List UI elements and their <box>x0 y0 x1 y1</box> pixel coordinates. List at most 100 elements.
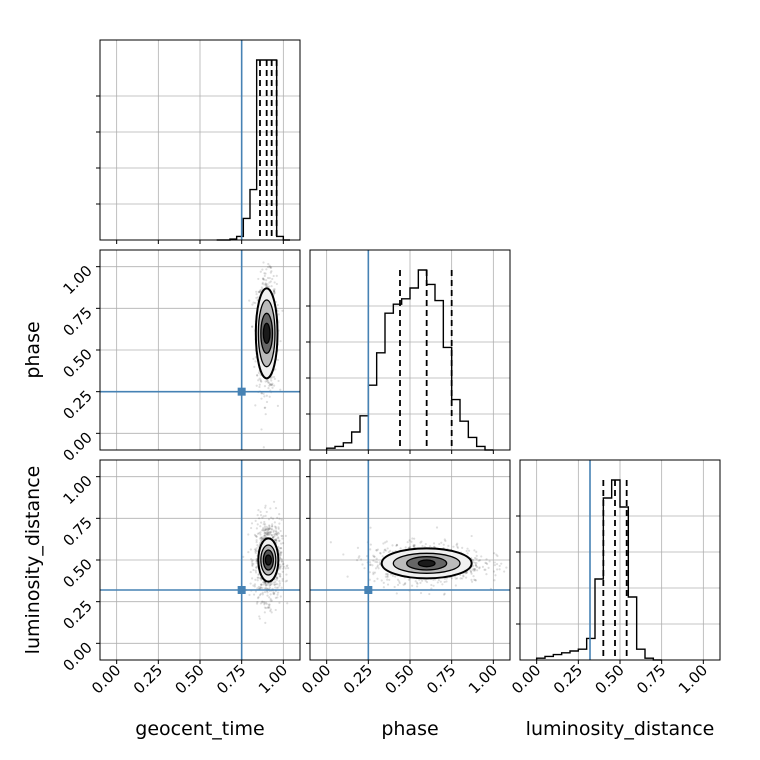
sample-point <box>264 584 268 587</box>
sample-point <box>267 582 270 585</box>
sample-point <box>258 291 262 294</box>
sample-point <box>249 548 253 551</box>
sample-point <box>467 549 471 552</box>
sample-point <box>268 533 272 536</box>
sample-point <box>252 584 255 587</box>
sample-point <box>260 537 263 540</box>
sample-point <box>253 548 257 551</box>
sample-point <box>274 583 278 586</box>
sample-point <box>269 507 272 510</box>
sample-point <box>473 578 476 581</box>
sample-point <box>445 577 448 580</box>
sample-point <box>409 545 412 549</box>
sample-point <box>266 528 270 532</box>
sample-point <box>277 537 280 540</box>
sample-point <box>475 565 478 568</box>
sample-point <box>269 280 272 283</box>
sample-point <box>264 283 267 286</box>
sample-point <box>263 406 266 409</box>
sample-point <box>461 574 465 577</box>
sample-point <box>273 535 276 538</box>
sample-point <box>267 381 270 384</box>
xtick-label: 0.75 <box>633 661 669 697</box>
sample-point <box>281 577 284 581</box>
sample-point <box>263 611 266 614</box>
sample-point <box>257 290 261 293</box>
sample-point <box>273 289 276 292</box>
xtick-label: 0.25 <box>130 661 166 697</box>
sample-point <box>254 578 257 581</box>
sample-point <box>277 526 280 529</box>
axis-labels: geocent_time phase luminosity_distance p… <box>22 321 714 740</box>
sample-point <box>483 568 486 571</box>
sample-point <box>279 542 283 545</box>
sample-point <box>402 583 405 586</box>
sample-point <box>285 579 289 582</box>
sample-point <box>278 572 281 576</box>
sample-point <box>272 591 275 594</box>
sample-point <box>487 566 490 569</box>
sample-point <box>274 529 278 533</box>
sample-point <box>254 571 258 574</box>
sample-point <box>264 621 267 624</box>
sample-point <box>475 554 478 558</box>
sample-point <box>259 378 262 381</box>
sample-point <box>416 582 419 585</box>
sample-point <box>267 518 271 521</box>
sample-point <box>266 594 269 597</box>
sample-point <box>278 550 281 553</box>
joint-panel-geocent-time-vs-phase <box>99 249 301 451</box>
sample-point <box>275 532 278 535</box>
sample-point <box>254 569 257 572</box>
sample-point <box>268 382 272 386</box>
sample-point <box>250 558 253 561</box>
sample-point <box>275 586 279 589</box>
sample-point <box>374 567 378 570</box>
sample-point <box>278 563 282 566</box>
sample-point <box>329 541 332 544</box>
sample-point <box>259 592 262 596</box>
sample-point <box>270 527 273 530</box>
sample-point <box>263 520 266 524</box>
sample-point <box>255 293 258 296</box>
sample-point <box>279 557 282 560</box>
sample-point <box>411 584 414 587</box>
sample-point <box>474 556 477 560</box>
sample-point <box>258 617 261 620</box>
sample-point <box>251 325 254 328</box>
sample-point <box>248 593 251 597</box>
sample-point <box>475 557 478 560</box>
sample-point <box>278 584 281 587</box>
sample-point <box>273 533 276 536</box>
sample-point <box>277 586 280 589</box>
sample-point <box>382 581 385 584</box>
sample-point <box>257 596 260 599</box>
sample-point <box>470 580 474 583</box>
sample-point <box>278 547 281 550</box>
sample-point <box>258 377 261 380</box>
sample-point <box>379 551 382 555</box>
sample-point <box>279 575 282 578</box>
sample-point <box>255 290 258 293</box>
sample-point <box>493 579 496 582</box>
sample-point <box>476 569 479 572</box>
sample-point <box>269 609 272 613</box>
sample-point <box>262 515 265 518</box>
sample-point <box>276 533 279 536</box>
sample-point <box>428 592 431 596</box>
sample-point <box>273 583 276 586</box>
sample-point <box>261 536 264 539</box>
sample-point <box>264 380 267 383</box>
sample-point <box>262 392 265 395</box>
sample-point <box>260 536 263 539</box>
sample-point <box>268 264 271 267</box>
sample-point <box>252 357 255 360</box>
sample-point <box>269 377 272 380</box>
sample-point <box>424 542 427 546</box>
sample-point <box>433 545 436 548</box>
sample-point <box>266 283 269 286</box>
sample-point <box>278 552 281 555</box>
sample-point <box>271 536 274 539</box>
sample-point <box>268 525 271 528</box>
